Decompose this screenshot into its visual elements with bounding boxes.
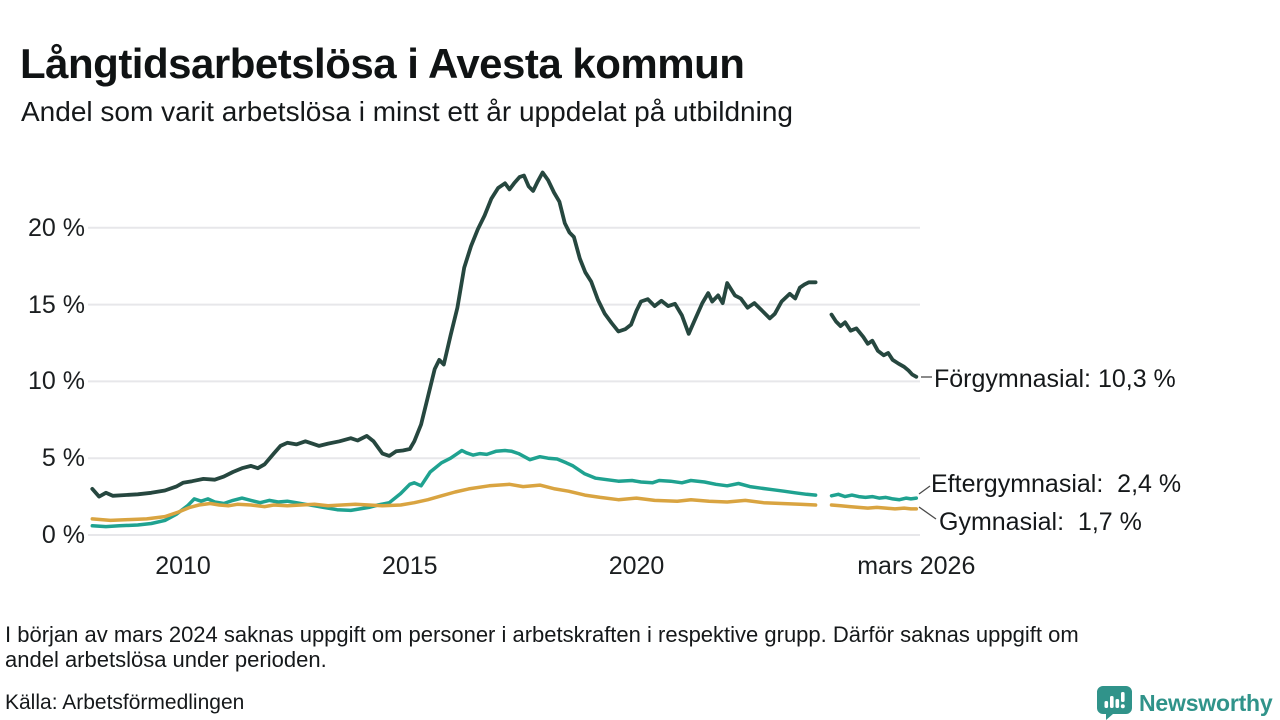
plot-area: 0 % 5 % 10 % 15 % 20 % 2010 2015 2020 ma… — [28, 170, 1182, 580]
footnote-line: I början av mars 2024 saknas uppgift om … — [5, 622, 1079, 647]
x-axis-tick-label: 2020 — [608, 552, 665, 580]
x-axis-tick-label: 2015 — [381, 552, 438, 580]
page-title: Långtidsarbetslösa i Avesta kommun — [20, 40, 745, 88]
source-credit: Källa: Arbetsförmedlingen — [5, 691, 245, 714]
newsworthy-logo-text: Newsworthy — [1139, 689, 1273, 716]
series-line-gymnasial — [829, 503, 919, 511]
series-end-label-gymnasial: Gymnasial: 1,7 % — [939, 508, 1142, 536]
page-subtitle: Andel som varit arbetslösa i minst ett å… — [21, 96, 793, 127]
series-end-label-eftergymnasial: Eftergymnasial: 2,4 % — [931, 470, 1182, 498]
series-line-gymnasial — [90, 482, 818, 523]
series-end-label-forgymnasial: Förgymnasial: 10,3 % — [934, 365, 1176, 393]
y-axis-tick-label: 10 % — [28, 367, 85, 396]
y-axis-tick-label: 5 % — [41, 444, 85, 473]
y-axis-tick-label: 15 % — [28, 290, 85, 319]
series-line-förgymnasial — [829, 312, 919, 379]
chart-footnote: I början av mars 2024 saknas uppgift om … — [5, 622, 1265, 672]
footnote-line: andel arbetslösa under perioden. — [5, 647, 327, 672]
series-line-eftergymnasial — [829, 492, 919, 502]
x-axis-tick-label: 2010 — [155, 552, 211, 580]
x-axis-tick-label: mars 2026 — [857, 552, 976, 580]
label-connector — [918, 485, 931, 495]
series-line-förgymnasial — [90, 170, 818, 499]
y-axis-tick-label: 0 % — [41, 521, 85, 549]
newsworthy-logo: Newsworthy — [1097, 686, 1273, 720]
line-chart — [88, 170, 937, 536]
newsworthy-logo-icon — [1097, 686, 1132, 720]
label-connector — [918, 506, 937, 520]
series-line-eftergymnasial — [90, 448, 818, 529]
y-axis-tick-label: 20 % — [28, 213, 85, 242]
